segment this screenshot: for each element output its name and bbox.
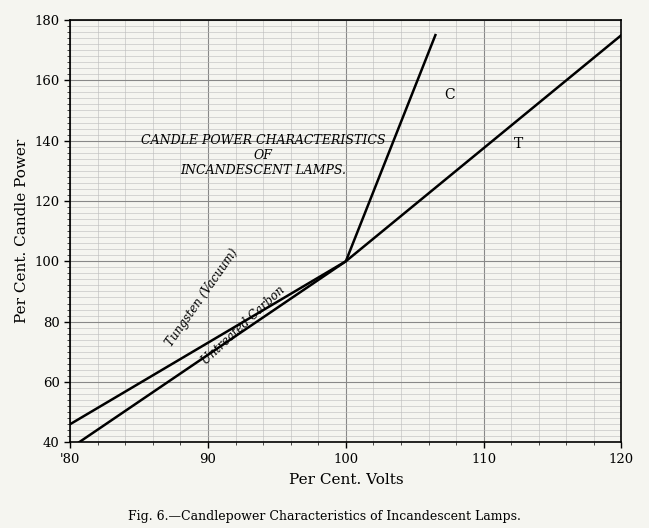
Text: C: C bbox=[444, 88, 454, 102]
Text: Untreated Carbon: Untreated Carbon bbox=[199, 283, 288, 367]
Text: Fig. 6.—Candlepower Characteristics of Incandescent Lamps.: Fig. 6.—Candlepower Characteristics of I… bbox=[128, 510, 521, 523]
Text: T: T bbox=[513, 137, 522, 150]
X-axis label: Per Cent. Volts: Per Cent. Volts bbox=[289, 473, 403, 487]
Text: Tungsten (Vacuum): Tungsten (Vacuum) bbox=[163, 246, 240, 348]
Text: CANDLE POWER CHARACTERISTICS
OF
INCANDESCENT LAMPS.: CANDLE POWER CHARACTERISTICS OF INCANDES… bbox=[141, 134, 386, 177]
Y-axis label: Per Cent. Candle Power: Per Cent. Candle Power bbox=[15, 139, 29, 323]
